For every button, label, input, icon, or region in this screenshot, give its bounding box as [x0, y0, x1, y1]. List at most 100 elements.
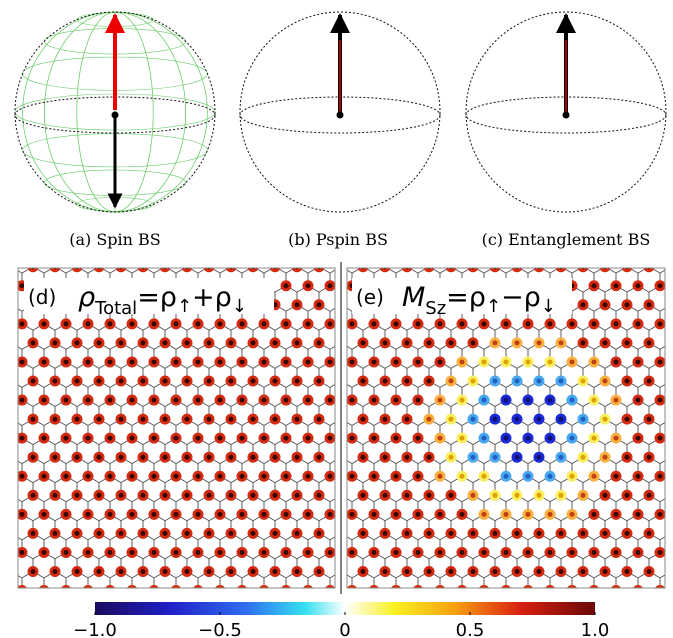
- site: [116, 261, 127, 272]
- site-core: [295, 379, 300, 384]
- site-core: [471, 417, 476, 422]
- site-core: [603, 417, 608, 422]
- site-core: [108, 398, 113, 403]
- site-core: [218, 321, 223, 326]
- site-core: [592, 359, 597, 364]
- site-core: [537, 531, 542, 536]
- site-core: [64, 321, 69, 326]
- site: [512, 261, 523, 272]
- site-core: [658, 359, 663, 364]
- site-core: [42, 512, 47, 517]
- site-core: [262, 436, 267, 441]
- site-core: [317, 417, 322, 422]
- site-core: [603, 531, 608, 536]
- site-core: [42, 359, 47, 364]
- site-core: [240, 474, 245, 479]
- site-core: [218, 512, 223, 517]
- site-core: [262, 550, 267, 555]
- site-core: [636, 359, 641, 364]
- site-core: [625, 455, 630, 460]
- site-core: [229, 340, 234, 345]
- site: [380, 261, 391, 272]
- site-core: [284, 283, 289, 288]
- site-core: [306, 359, 311, 364]
- site: [446, 261, 457, 272]
- site-core: [240, 550, 245, 555]
- site-core: [284, 588, 289, 593]
- site-core: [658, 321, 663, 326]
- site-core: [20, 436, 25, 441]
- site-core: [108, 588, 113, 593]
- site-core: [504, 588, 509, 593]
- site-core: [141, 455, 146, 460]
- site: [666, 299, 673, 310]
- site-core: [669, 417, 673, 422]
- site-core: [548, 359, 553, 364]
- site-core: [174, 512, 179, 517]
- site-core: [460, 550, 465, 555]
- site-core: [581, 455, 586, 460]
- site-core: [504, 359, 509, 364]
- site-core: [229, 569, 234, 574]
- site-core: [405, 531, 410, 536]
- site-core: [185, 569, 190, 574]
- site-core: [119, 569, 124, 574]
- site-core: [350, 512, 355, 517]
- site: [281, 585, 292, 596]
- site-core: [647, 340, 652, 345]
- site: [666, 337, 673, 348]
- site: [534, 261, 545, 272]
- site-core: [416, 359, 421, 364]
- site-core: [295, 493, 300, 498]
- site-core: [31, 340, 36, 345]
- site-core: [284, 398, 289, 403]
- bloch-spheres: [15, 12, 666, 212]
- site-core: [526, 321, 531, 326]
- site-core: [64, 359, 69, 364]
- site-core: [86, 436, 91, 441]
- site-core: [416, 588, 421, 593]
- site-core: [592, 283, 597, 288]
- site-core: [570, 588, 575, 593]
- site: [94, 261, 105, 272]
- site-core: [636, 550, 641, 555]
- site-core: [350, 359, 355, 364]
- site-core: [482, 321, 487, 326]
- site-core: [31, 455, 36, 460]
- site-core: [438, 398, 443, 403]
- site-core: [361, 340, 366, 345]
- tick-label: 0: [339, 620, 350, 638]
- site: [545, 585, 556, 596]
- site-core: [603, 340, 608, 345]
- f: −ρ: [501, 282, 541, 313]
- site-core: [570, 512, 575, 517]
- site-core: [75, 379, 80, 384]
- site-core: [262, 359, 267, 364]
- site-core: [295, 455, 300, 460]
- site-core: [427, 569, 432, 574]
- site-core: [273, 417, 278, 422]
- site: [259, 585, 270, 596]
- site-core: [449, 531, 454, 536]
- site-core: [207, 531, 212, 536]
- site-core: [86, 398, 91, 403]
- site-core: [603, 569, 608, 574]
- site-core: [64, 398, 69, 403]
- site-core: [438, 512, 443, 517]
- site-core: [460, 588, 465, 593]
- site-core: [141, 379, 146, 384]
- site-core: [570, 474, 575, 479]
- f: ↓: [232, 296, 247, 317]
- site-core: [75, 531, 80, 536]
- site-core: [504, 512, 509, 517]
- site-core: [669, 264, 673, 269]
- site-core: [493, 379, 498, 384]
- site-core: [460, 359, 465, 364]
- site-core: [328, 550, 333, 555]
- site: [182, 261, 193, 272]
- site: [523, 585, 534, 596]
- site-core: [394, 474, 399, 479]
- site-core: [526, 398, 531, 403]
- site-core: [130, 588, 135, 593]
- site-core: [328, 588, 333, 593]
